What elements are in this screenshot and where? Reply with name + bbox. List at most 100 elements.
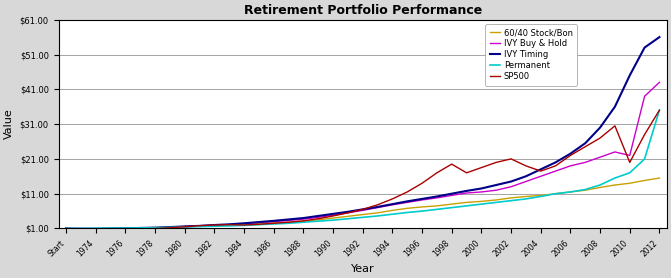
SP500 xyxy=(255,223,263,226)
60/40 Stock/Bon xyxy=(552,192,560,195)
Permanent xyxy=(596,183,604,187)
IVY Timing xyxy=(537,168,545,171)
Permanent xyxy=(299,220,307,224)
IVY Timing xyxy=(389,202,397,206)
IVY Timing xyxy=(552,161,560,164)
IVY Buy & Hold xyxy=(477,190,485,193)
60/40 Stock/Bon xyxy=(389,209,397,212)
Permanent xyxy=(166,226,174,229)
Permanent xyxy=(389,213,397,216)
IVY Timing xyxy=(344,210,352,214)
Permanent xyxy=(448,206,456,209)
60/40 Stock/Bon xyxy=(314,218,322,222)
IVY Buy & Hold xyxy=(329,214,337,217)
SP500 xyxy=(611,124,619,128)
Permanent xyxy=(285,222,293,225)
Permanent xyxy=(552,192,560,195)
IVY Timing xyxy=(626,74,634,77)
IVY Timing xyxy=(581,142,589,145)
IVY Timing xyxy=(403,200,411,203)
60/40 Stock/Bon xyxy=(344,215,352,218)
IVY Buy & Hold xyxy=(285,219,293,222)
SP500 xyxy=(566,154,574,157)
IVY Timing xyxy=(166,225,174,229)
Line: 60/40 Stock/Bon: 60/40 Stock/Bon xyxy=(66,178,660,229)
IVY Buy & Hold xyxy=(566,164,574,168)
Permanent xyxy=(107,227,115,230)
Permanent xyxy=(611,176,619,180)
SP500 xyxy=(107,227,115,231)
60/40 Stock/Bon xyxy=(462,201,470,204)
SP500 xyxy=(92,228,100,231)
IVY Timing xyxy=(255,220,263,224)
Permanent xyxy=(462,204,470,208)
IVY Timing xyxy=(240,222,248,225)
Permanent xyxy=(92,227,100,230)
IVY Buy & Hold xyxy=(403,201,411,204)
IVY Buy & Hold xyxy=(166,226,174,229)
60/40 Stock/Bon xyxy=(210,224,218,227)
IVY Timing xyxy=(299,216,307,220)
SP500 xyxy=(462,171,470,175)
SP500 xyxy=(195,224,203,227)
60/40 Stock/Bon xyxy=(581,188,589,192)
IVY Buy & Hold xyxy=(92,227,100,230)
IVY Buy & Hold xyxy=(552,169,560,173)
60/40 Stock/Bon xyxy=(359,213,367,216)
IVY Buy & Hold xyxy=(314,216,322,219)
SP500 xyxy=(448,162,456,166)
SP500 xyxy=(641,133,649,136)
SP500 xyxy=(596,136,604,140)
IVY Buy & Hold xyxy=(611,150,619,154)
60/40 Stock/Bon xyxy=(76,227,85,231)
Permanent xyxy=(493,201,501,204)
Permanent xyxy=(626,171,634,175)
SP500 xyxy=(374,203,382,207)
IVY Timing xyxy=(507,180,515,183)
IVY Buy & Hold xyxy=(433,196,441,200)
Permanent xyxy=(641,157,649,161)
IVY Timing xyxy=(448,192,456,195)
Permanent xyxy=(180,225,189,229)
IVY Buy & Hold xyxy=(62,227,70,230)
60/40 Stock/Bon xyxy=(121,227,130,230)
IVY Buy & Hold xyxy=(210,224,218,227)
Legend: 60/40 Stock/Bon, IVY Buy & Hold, IVY Timing, Permanent, SP500: 60/40 Stock/Bon, IVY Buy & Hold, IVY Tim… xyxy=(486,24,577,86)
Line: SP500: SP500 xyxy=(66,110,660,230)
IVY Buy & Hold xyxy=(270,220,278,223)
SP500 xyxy=(285,220,293,224)
60/40 Stock/Bon xyxy=(493,198,501,202)
60/40 Stock/Bon xyxy=(329,216,337,220)
SP500 xyxy=(166,226,174,229)
IVY Timing xyxy=(314,214,322,218)
60/40 Stock/Bon xyxy=(477,200,485,203)
Permanent xyxy=(240,224,248,227)
IVY Timing xyxy=(641,46,649,49)
SP500 xyxy=(240,223,248,227)
Permanent xyxy=(329,219,337,222)
IVY Buy & Hold xyxy=(493,188,501,192)
SP500 xyxy=(522,164,530,168)
IVY Timing xyxy=(329,212,337,215)
IVY Timing xyxy=(136,226,144,230)
Permanent xyxy=(581,188,589,191)
Permanent xyxy=(537,195,545,198)
IVY Buy & Hold xyxy=(136,227,144,230)
SP500 xyxy=(121,227,130,231)
60/40 Stock/Bon xyxy=(136,227,144,230)
Permanent xyxy=(151,226,159,229)
SP500 xyxy=(418,182,426,185)
Permanent xyxy=(195,225,203,228)
60/40 Stock/Bon xyxy=(62,227,70,230)
IVY Buy & Hold xyxy=(641,95,649,98)
SP500 xyxy=(433,171,441,175)
60/40 Stock/Bon xyxy=(626,182,634,185)
IVY Buy & Hold xyxy=(76,227,85,231)
IVY Timing xyxy=(566,152,574,155)
60/40 Stock/Bon xyxy=(255,222,263,225)
IVY Buy & Hold xyxy=(389,203,397,207)
IVY Timing xyxy=(92,227,100,230)
SP500 xyxy=(76,228,85,231)
IVY Buy & Hold xyxy=(626,154,634,157)
60/40 Stock/Bon xyxy=(299,220,307,223)
